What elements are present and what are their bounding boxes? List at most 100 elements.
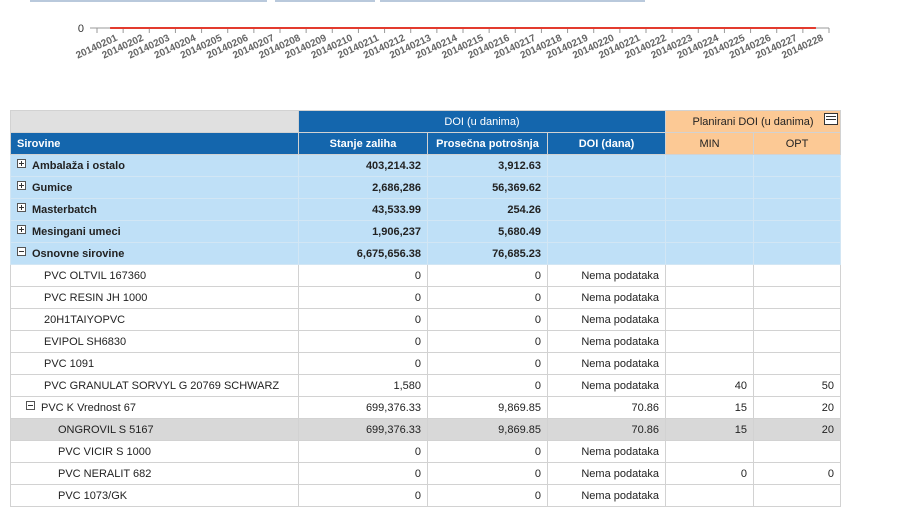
- min-cell: [665, 440, 755, 463]
- toolbar-segment: [30, 0, 267, 2]
- toolbar-segment: [380, 0, 645, 2]
- group-name-cell[interactable]: Ambalaža i ostalo: [10, 154, 299, 177]
- table-row-group[interactable]: Masterbatch 43,533.99 254.26: [10, 198, 842, 221]
- doi-cell: [546, 242, 667, 265]
- expand-icon[interactable]: [17, 225, 26, 234]
- expand-icon[interactable]: [17, 181, 26, 190]
- min-cell: 15: [665, 396, 755, 419]
- item-name-cell: PVC VICIR S 1000: [10, 440, 299, 463]
- col-header-opt[interactable]: OPT: [753, 132, 842, 155]
- opt-cell: [753, 330, 842, 353]
- inventory-table: DOI (u danima) Planirani DOI (u danima) …: [10, 110, 842, 507]
- stock-cell: 699,376.33: [298, 396, 428, 419]
- min-cell: [665, 264, 755, 287]
- top-toolbar-strip: [0, 0, 910, 3]
- subgroup-name-cell[interactable]: PVC K Vrednost 67: [10, 396, 299, 419]
- doi-cell: 70.86: [546, 396, 667, 419]
- opt-cell: [753, 352, 842, 375]
- opt-cell: 20: [753, 418, 842, 441]
- col-header-avg[interactable]: Prosečna potrošnja: [427, 132, 548, 155]
- table-row[interactable]: PVC OLTVIL 167360 0 0 Nema podataka: [10, 264, 842, 287]
- table-row[interactable]: PVC NERALIT 682 0 0 Nema podataka 0 0: [10, 462, 842, 485]
- min-cell: [665, 286, 755, 309]
- table-row-group[interactable]: Gumice 2,686,286 56,369.62: [10, 176, 842, 199]
- min-cell: 15: [665, 418, 755, 441]
- col-header-sirovine[interactable]: Sirovine: [10, 132, 299, 155]
- item-name-cell: PVC 1073/GK: [10, 484, 299, 507]
- avg-cell: 0: [427, 374, 548, 397]
- stock-cell: 6,675,656.38: [298, 242, 428, 265]
- group-name: Mesingani umeci: [32, 226, 121, 238]
- table-row[interactable]: PVC GRANULAT SORVYL G 20769 SCHWARZ 1,58…: [10, 374, 842, 397]
- expand-icon[interactable]: [17, 203, 26, 212]
- table-row-selected[interactable]: ONGROVIL S 5167 699,376.33 9,869.85 70.8…: [10, 418, 842, 441]
- table-row[interactable]: 20H1TAIYOPVC 0 0 Nema podataka: [10, 308, 842, 331]
- min-cell: [665, 330, 755, 353]
- doi-cell: [546, 154, 667, 177]
- opt-cell: [753, 220, 842, 243]
- table-row-group[interactable]: Osnovne sirovine 6,675,656.38 76,685.23: [10, 242, 842, 265]
- stock-cell: 0: [298, 484, 428, 507]
- table-row[interactable]: PVC VICIR S 1000 0 0 Nema podataka: [10, 440, 842, 463]
- col-header-min[interactable]: MIN: [665, 132, 755, 155]
- table-row[interactable]: PVC 1073/GK 0 0 Nema podataka: [10, 484, 842, 507]
- doi-cell: Nema podataka: [546, 286, 667, 309]
- min-cell: [665, 176, 755, 199]
- col-header-stock[interactable]: Stanje zaliha: [298, 132, 428, 155]
- collapse-icon[interactable]: [26, 401, 35, 410]
- table-row-group[interactable]: Ambalaža i ostalo 403,214.32 3,912.63: [10, 154, 842, 177]
- avg-cell: 9,869.85: [427, 418, 548, 441]
- table-row[interactable]: PVC 1091 0 0 Nema podataka: [10, 352, 842, 375]
- stock-cell: 0: [298, 264, 428, 287]
- opt-cell: [753, 198, 842, 221]
- table-options-icon[interactable]: [824, 113, 839, 125]
- item-name-cell: PVC NERALIT 682: [10, 462, 299, 485]
- opt-cell: [753, 264, 842, 287]
- opt-cell: 0: [753, 462, 842, 485]
- stock-cell: 43,533.99: [298, 198, 428, 221]
- opt-cell: [753, 242, 842, 265]
- group-name-cell[interactable]: Masterbatch: [10, 198, 299, 221]
- min-cell: [665, 242, 755, 265]
- collapse-icon[interactable]: [17, 247, 26, 256]
- stock-cell: 2,686,286: [298, 176, 428, 199]
- group-name-cell[interactable]: Gumice: [10, 176, 299, 199]
- group-name-cell[interactable]: Osnovne sirovine: [10, 242, 299, 265]
- opt-cell: 20: [753, 396, 842, 419]
- group-name: Ambalaža i ostalo: [32, 160, 125, 172]
- y-tick-label: 0: [78, 23, 84, 35]
- table-row[interactable]: PVC RESIN JH 1000 0 0 Nema podataka: [10, 286, 842, 309]
- item-name-cell: ONGROVIL S 5167: [10, 418, 299, 441]
- table-row-subgroup[interactable]: PVC K Vrednost 67 699,376.33 9,869.85 70…: [10, 396, 842, 419]
- avg-cell: 0: [427, 330, 548, 353]
- item-name-cell: PVC OLTVIL 167360: [10, 264, 299, 287]
- min-cell: [665, 198, 755, 221]
- stock-cell: 1,906,237: [298, 220, 428, 243]
- stock-cell: 0: [298, 440, 428, 463]
- item-name-cell: 20H1TAIYOPVC: [10, 308, 299, 331]
- expand-icon[interactable]: [17, 159, 26, 168]
- stock-cell: 0: [298, 308, 428, 331]
- avg-cell: 9,869.85: [427, 396, 548, 419]
- item-name-cell: EVIPOL SH6830: [10, 330, 299, 353]
- avg-cell: 0: [427, 286, 548, 309]
- group-name: Gumice: [32, 182, 73, 194]
- group-name: Masterbatch: [32, 204, 97, 216]
- opt-cell: [753, 176, 842, 199]
- col-header-doi[interactable]: DOI (dana): [546, 132, 667, 155]
- stock-cell: 1,580: [298, 374, 428, 397]
- doi-cell: Nema podataka: [546, 484, 667, 507]
- min-cell: [665, 352, 755, 375]
- table-row[interactable]: EVIPOL SH6830 0 0 Nema podataka: [10, 330, 842, 353]
- doi-cell: [546, 220, 667, 243]
- doi-cell: 70.86: [546, 418, 667, 441]
- subgroup-name: PVC K Vrednost 67: [41, 402, 136, 414]
- doi-cell: [546, 198, 667, 221]
- group-name-cell[interactable]: Mesingani umeci: [10, 220, 299, 243]
- avg-cell: 0: [427, 484, 548, 507]
- doi-cell: Nema podataka: [546, 330, 667, 353]
- table-row-group[interactable]: Mesingani umeci 1,906,237 5,680.49: [10, 220, 842, 243]
- opt-cell: [753, 308, 842, 331]
- toolbar-segment: [275, 0, 375, 2]
- opt-cell: [753, 440, 842, 463]
